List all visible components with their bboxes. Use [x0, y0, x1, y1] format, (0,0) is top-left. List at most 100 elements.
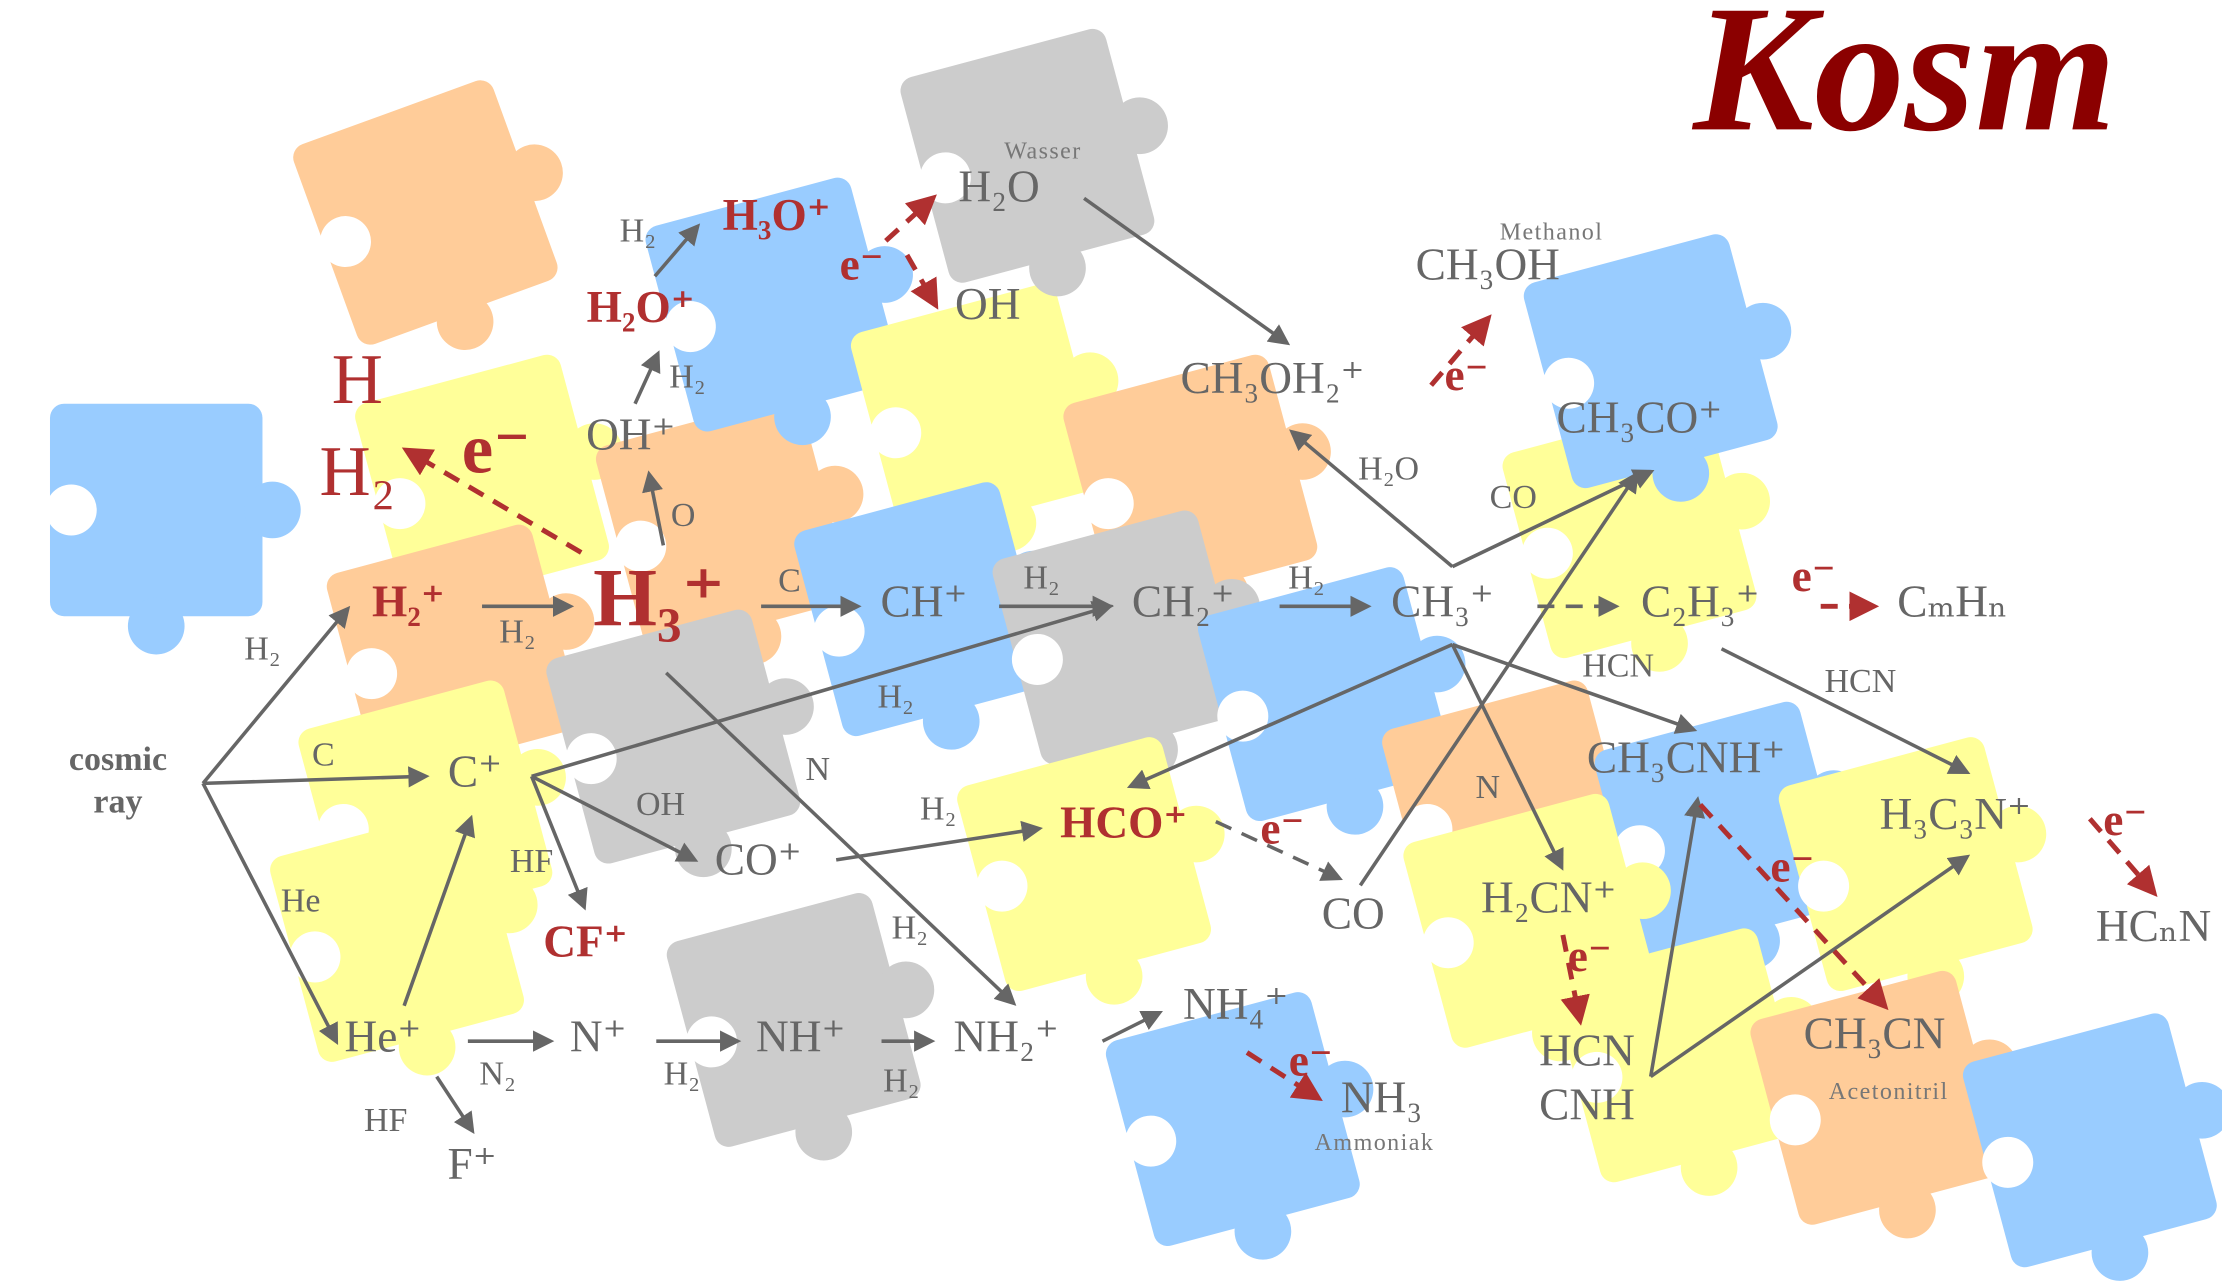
piece-knob [922, 692, 980, 750]
piece-knob [2173, 1081, 2222, 1139]
reaction-arrow [1649, 854, 1971, 1079]
puzzle-piece [900, 28, 1168, 297]
species-label: H₂O⁺ [587, 282, 695, 332]
piece-body [1750, 970, 2005, 1225]
species-label: e⁻ [1289, 1036, 1333, 1086]
piece-hole [346, 648, 398, 700]
reagent-label: H₂ [1288, 560, 1324, 597]
piece-knob [757, 678, 814, 735]
species-label: C⁺ [448, 747, 502, 797]
electron-arrow [1698, 802, 1889, 1011]
piece-hole [813, 605, 865, 657]
species-label: Ammoniak [1315, 1130, 1435, 1156]
species-label: H₂ [319, 433, 395, 511]
piece-knob [774, 388, 831, 446]
piece-body [546, 609, 801, 864]
species-label: F⁺ [448, 1139, 497, 1189]
puzzle-piece [957, 737, 1225, 1005]
piece-hole [664, 301, 716, 353]
electron-arrow [884, 194, 937, 243]
electron-arrow [2087, 817, 2158, 897]
species-label: e⁻ [840, 240, 884, 290]
piece-knob [675, 820, 732, 878]
reaction-arrow [1358, 471, 1639, 887]
puzzle-piece [45, 403, 301, 655]
reaction-arrow [201, 782, 339, 1045]
piece-knob [1631, 615, 1688, 672]
piece-knob [1234, 1202, 1292, 1260]
reaction-arrow [530, 774, 699, 862]
species-label: e⁻ [462, 410, 531, 488]
piece-hole [1011, 633, 1063, 685]
reagent-label: H₂ [1023, 560, 1059, 597]
piece-knob [856, 246, 913, 303]
piece-knob [1713, 472, 1770, 530]
reaction-arrow [1083, 196, 1291, 346]
reagent-label: HF [364, 1102, 407, 1139]
species-label: e⁻ [1260, 803, 1304, 853]
puzzle-piece [546, 609, 814, 878]
species-label: cosmic [69, 741, 167, 778]
species-label: H₃⁺ [593, 552, 725, 643]
species-label: NH₂⁺ [954, 1012, 1059, 1062]
reaction-arrow [633, 350, 661, 405]
piece-body [666, 892, 921, 1147]
puzzle-piece [1523, 234, 1792, 502]
piece-knob [2091, 1224, 2149, 1281]
piece-body [355, 354, 609, 609]
piece-knob [1614, 862, 1671, 920]
puzzle-piece [270, 808, 538, 1076]
species-label: He⁺ [344, 1012, 421, 1062]
piece-body [992, 510, 1247, 765]
species-label: e⁻ [1568, 931, 1612, 981]
reaction-arrow [1215, 820, 1343, 881]
species-label: H₃C₃N⁺ [1880, 789, 2031, 839]
piece-body [1523, 234, 1778, 489]
reaction-arrow [1720, 647, 1971, 774]
piece-hole [919, 152, 971, 204]
electron-arrow [904, 253, 939, 310]
species-label: Acetonitril [1829, 1079, 1949, 1105]
puzzle-piece [850, 283, 1119, 552]
puzzle-piece [666, 892, 935, 1161]
piece-hole [1798, 860, 1850, 912]
piece-hole [1422, 917, 1474, 969]
reagent-label: C [312, 737, 335, 774]
piece-body [900, 28, 1155, 283]
reaction-arrow [835, 820, 1043, 862]
reaction-arrow [529, 775, 588, 911]
piece-hole [1543, 357, 1595, 409]
piece-body [1403, 793, 1658, 1048]
piece-hole [1217, 690, 1269, 742]
species-label: HCO⁺ [1060, 798, 1187, 848]
reagent-label: He [281, 883, 321, 920]
species-label: OH⁺ [586, 410, 675, 460]
piece-knob [795, 1103, 853, 1161]
reaction-arrow [201, 605, 351, 785]
reaction-arrow [402, 814, 476, 1007]
reaction-arrow [1101, 1010, 1163, 1043]
reaction-arrow [435, 1075, 475, 1134]
reagent-label: HCN [1824, 663, 1896, 700]
species-label: Wasser [1004, 139, 1081, 165]
reagent-label: H₂ [244, 630, 280, 667]
piece-hole [289, 931, 341, 983]
piece-knob [398, 1018, 456, 1076]
species-label: CH₃OH₂⁺ [1181, 353, 1365, 403]
species-label: e⁻ [2103, 795, 2147, 845]
reagent-label: OH [636, 786, 685, 823]
piece-knob [1316, 1060, 1374, 1118]
species-label: H₂CN⁺ [1481, 873, 1616, 923]
species-label: Methanol [1500, 219, 1604, 245]
puzzle-piece [1962, 1013, 2222, 1281]
species-label: e⁻ [1770, 842, 1814, 892]
species-label: e⁻ [1792, 551, 1836, 601]
species-label: H₂O [958, 162, 1039, 212]
piece-knob [436, 293, 494, 350]
species-label: CH₃CN [1804, 1009, 1946, 1059]
piece-knob [1167, 805, 1225, 863]
species-label: CNH [1539, 1080, 1635, 1130]
reagent-label: H₂ [620, 213, 656, 250]
piece-body [293, 80, 558, 345]
piece-knob [1326, 777, 1384, 835]
